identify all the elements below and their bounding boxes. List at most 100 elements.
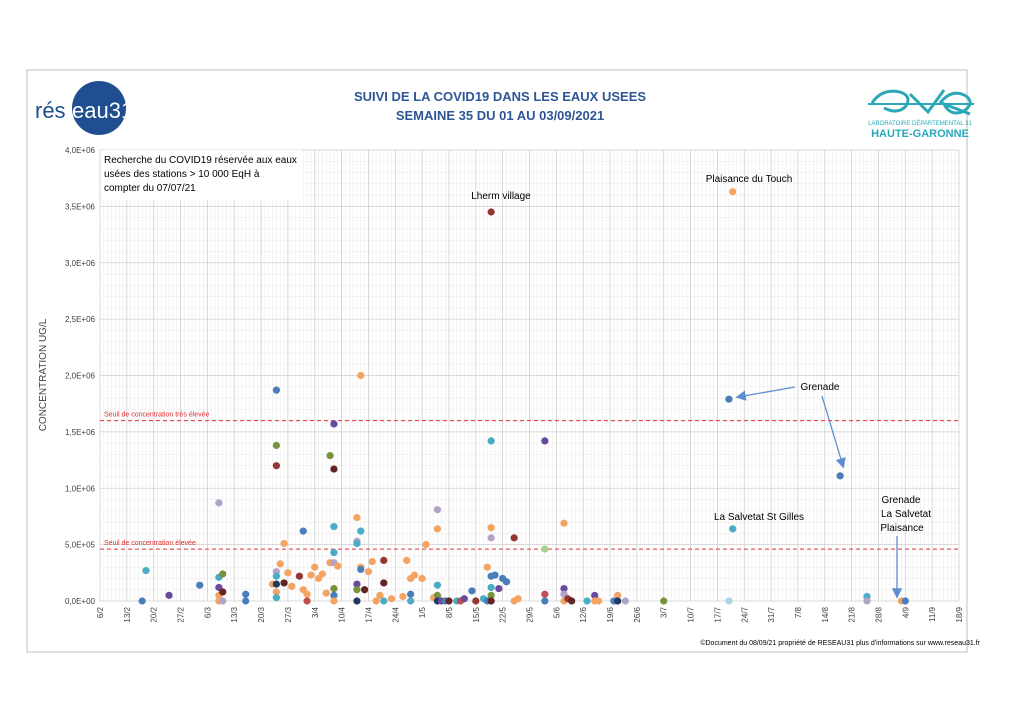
chart-title-line2: SEMAINE 35 DU 01 AU 03/09/2021 [396, 108, 604, 123]
data-point [591, 591, 599, 599]
y-tick-label: 1,0E+06 [65, 484, 96, 493]
data-point [303, 590, 311, 598]
x-tick-label: 27/2 [177, 606, 186, 622]
data-point [272, 572, 281, 580]
annotation-plaisance-du-touch: Plaisance du Touch [706, 174, 793, 185]
data-point [472, 597, 480, 605]
data-point [487, 524, 495, 532]
x-tick-label: 17/7 [713, 606, 722, 622]
y-tick-label: 2,0E+06 [65, 372, 96, 381]
data-point [330, 548, 338, 557]
data-point [357, 527, 365, 535]
data-point [410, 571, 419, 579]
data-point [272, 441, 281, 450]
data-point [311, 563, 319, 571]
data-point [399, 592, 407, 601]
data-point [725, 597, 733, 605]
data-point [280, 579, 288, 587]
data-point [433, 591, 442, 599]
y-tick-label: 2,5E+06 [65, 315, 96, 324]
chart-title-line1: SUIVI DE LA COVID19 DANS LES EAUX USEES [354, 89, 646, 104]
data-point [295, 572, 304, 580]
data-point [330, 465, 338, 473]
data-point [353, 580, 361, 588]
data-point [541, 597, 549, 605]
x-tick-label: 7/8 [794, 606, 803, 618]
x-tick-label: 22/5 [499, 606, 508, 622]
data-point [219, 588, 227, 596]
data-point [280, 539, 288, 548]
data-point [487, 437, 495, 445]
x-tick-label: 28/8 [874, 606, 883, 622]
x-tick-label: 15/5 [472, 606, 481, 622]
reseau31-logo-text-b: eau31 [72, 98, 133, 123]
data-point [560, 584, 568, 593]
eva-logo: LABORATOIRE DÉPARTEMENTAL 31 HAUTE-GARON… [868, 89, 974, 140]
data-point [514, 595, 522, 603]
x-tick-label: 4/9 [901, 606, 910, 618]
data-point [836, 472, 844, 480]
data-point [361, 586, 369, 594]
data-point [303, 597, 311, 605]
data-point [541, 437, 549, 445]
data-point [272, 386, 281, 394]
eva-logo-line2: HAUTE-GARONNE [871, 128, 969, 140]
data-point [594, 597, 603, 605]
data-point [330, 591, 338, 599]
data-point [407, 597, 415, 605]
data-point [219, 570, 227, 578]
x-tick-label: 24/7 [740, 606, 749, 622]
y-tick-labels: 0,0E+00 5,0E+05 1,0E+06 1,5E+06 2,0E+06 2,5E+… [65, 146, 96, 606]
data-point [445, 597, 453, 605]
data-point [863, 597, 871, 605]
data-point [330, 584, 338, 593]
x-tick-label: 1/5 [418, 606, 427, 618]
data-point [433, 525, 442, 533]
x-tick-label: 8/5 [445, 606, 454, 618]
data-point [487, 591, 495, 599]
x-tick-label: 6/2 [96, 606, 105, 618]
x-tick-label: 12/6 [579, 606, 588, 622]
y-tick-label: 3,0E+06 [65, 259, 96, 268]
data-point [487, 583, 495, 592]
data-point [460, 595, 468, 603]
data-point [357, 371, 365, 380]
annotation-grenade: Grenade [801, 382, 840, 393]
x-tick-label: 13/2 [123, 606, 132, 622]
data-point [318, 570, 327, 578]
data-point [138, 597, 146, 605]
data-point [288, 582, 296, 590]
annotation-plaisance: Plaisance [880, 523, 924, 534]
x-tick-label: 3/4 [311, 606, 320, 618]
data-point [353, 539, 361, 548]
data-point [541, 590, 549, 598]
data-point [165, 591, 173, 599]
y-tick-label: 1,5E+06 [65, 428, 96, 437]
y-axis-label: CONCENTRATION UG/L [38, 318, 49, 431]
data-point [614, 597, 622, 605]
y-tick-label: 0,0E+00 [65, 597, 96, 606]
data-point [380, 597, 388, 605]
x-tick-label: 6/3 [203, 606, 212, 618]
note-box: Recherche du COVID19 réservée aux eaux u… [102, 150, 302, 200]
reseau31-logo-circle [72, 81, 126, 135]
data-point [142, 566, 150, 575]
data-point [334, 562, 342, 570]
data-point [353, 513, 361, 522]
data-point [330, 522, 338, 531]
data-point [322, 589, 330, 597]
x-tick-label: 29/5 [526, 606, 535, 622]
threshold-label: Seuil de concentration très élevée [104, 412, 210, 419]
annotations: Lherm village Plaisance du Touch Grenade… [471, 174, 931, 599]
data-point [725, 395, 733, 403]
data-point [326, 451, 334, 460]
y-tick-label: 3,5E+06 [65, 202, 96, 211]
x-tick-label: 31/7 [767, 606, 776, 622]
data-point [422, 541, 430, 549]
data-point [272, 580, 281, 588]
data-point [660, 597, 668, 605]
arrow-grenade-2 [821, 395, 846, 469]
grid-major [99, 149, 960, 602]
x-tick-label: 21/8 [848, 606, 857, 622]
